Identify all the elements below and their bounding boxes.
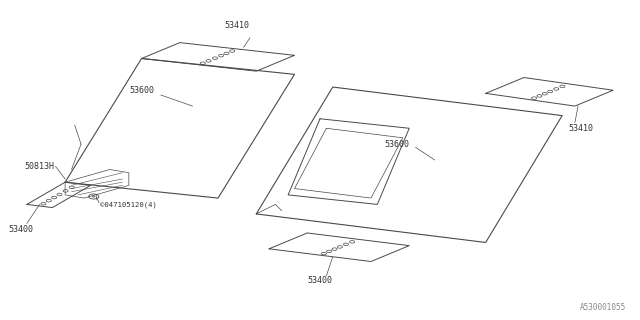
Text: 53600: 53600 [384, 140, 409, 148]
Text: 53400: 53400 [307, 276, 333, 285]
Text: ©047105120(4): ©047105120(4) [100, 201, 157, 208]
Text: A530001055: A530001055 [580, 303, 626, 312]
Text: 53410: 53410 [568, 124, 593, 133]
Text: 53600: 53600 [129, 86, 154, 95]
Text: 50813H: 50813H [24, 162, 54, 171]
Text: 53400: 53400 [8, 225, 33, 234]
Text: 53410: 53410 [225, 21, 250, 30]
